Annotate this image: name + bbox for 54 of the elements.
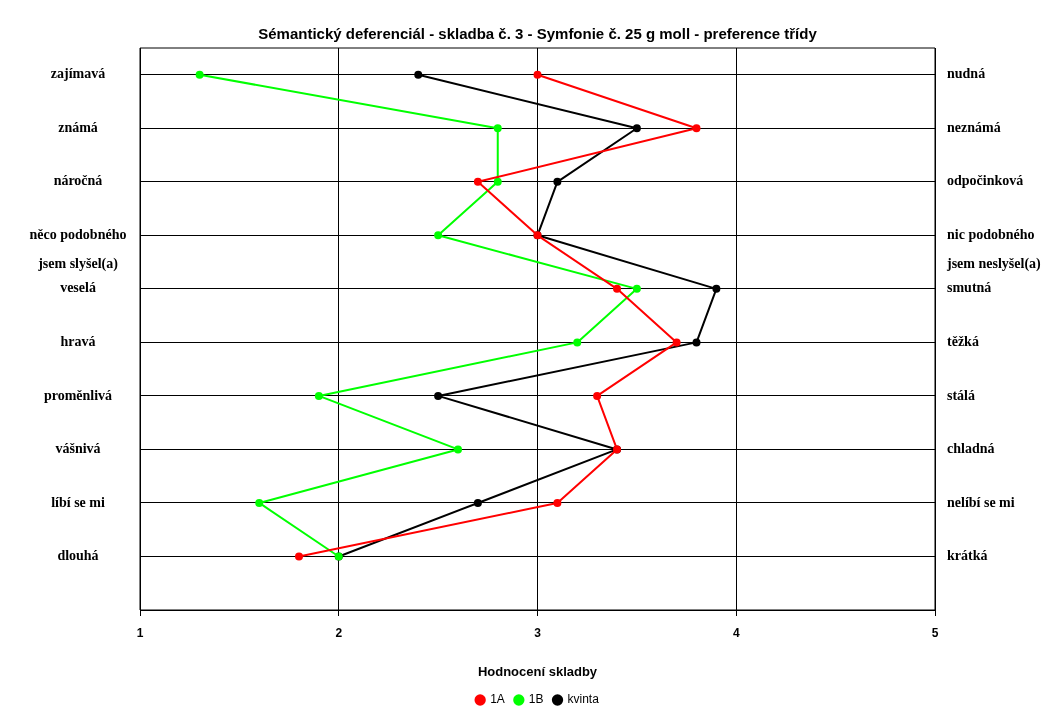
y-tick-label: líbí se mi — [51, 494, 105, 510]
legend-label: 1B — [528, 692, 544, 707]
point — [434, 391, 443, 400]
point — [573, 338, 582, 347]
point — [712, 284, 721, 293]
x-tick-label: 4 — [732, 625, 740, 640]
point — [473, 498, 482, 507]
point — [692, 124, 701, 133]
x-tick-label: 3 — [534, 625, 542, 640]
legend-label: 1A — [490, 692, 505, 707]
point — [434, 231, 443, 240]
legend-label: kvinta — [567, 692, 600, 707]
y-tick-label: proměnlivá — [43, 387, 113, 403]
chart-title: Sémantický deferenciál - skladba č. 3 - Symfonie č. 25 g moll - preference třídy — [258, 25, 818, 43]
y2-tick-label: stálá — [947, 387, 975, 403]
y-tick-label: zajímavá — [50, 66, 106, 82]
y-tick-label: známá — [58, 119, 98, 135]
x-axis-title: Hodnocení skladby — [477, 663, 598, 679]
point — [692, 338, 701, 347]
y2-tick-label: chladná — [947, 441, 995, 457]
y2-tick-label: odpočinková — [947, 173, 1024, 189]
point — [533, 70, 542, 79]
y-tick-label: náročná — [53, 173, 103, 189]
point — [553, 177, 562, 186]
y2-tick-label: nelíbí se mi — [947, 494, 1015, 510]
point — [195, 70, 204, 79]
point — [314, 391, 323, 400]
point — [553, 498, 562, 507]
y-tick-label: vášnivá — [55, 441, 101, 457]
point — [493, 177, 502, 186]
y-tick-label: veselá — [60, 280, 96, 296]
x-tick-label: 2 — [335, 625, 343, 640]
y-tick-label: dlouhá — [57, 548, 99, 564]
y2-tick-label: nudná — [947, 66, 986, 82]
point — [593, 391, 602, 400]
point — [295, 552, 303, 561]
y-tick-label: hravá — [60, 333, 96, 349]
point — [255, 498, 264, 507]
point — [632, 284, 641, 293]
point — [454, 445, 462, 454]
point — [414, 70, 423, 79]
x-tick-label: 1 — [136, 625, 144, 640]
y2-tick-label: smutná — [947, 280, 992, 296]
x-tick-label: 5 — [931, 625, 939, 640]
point — [613, 284, 621, 293]
y2-tick-label: neznámá — [947, 119, 1001, 135]
point — [672, 338, 681, 347]
y2-tick-label: těžká — [947, 333, 979, 349]
y2-tick-label: krátká — [947, 548, 988, 564]
y-tick-label: něco podobného jsem slyšel(a) — [29, 226, 127, 272]
y2-tick-label: nic podobného jsem neslyšel(a) — [946, 226, 1042, 272]
point — [493, 124, 502, 133]
point — [473, 177, 482, 186]
point — [632, 124, 641, 133]
